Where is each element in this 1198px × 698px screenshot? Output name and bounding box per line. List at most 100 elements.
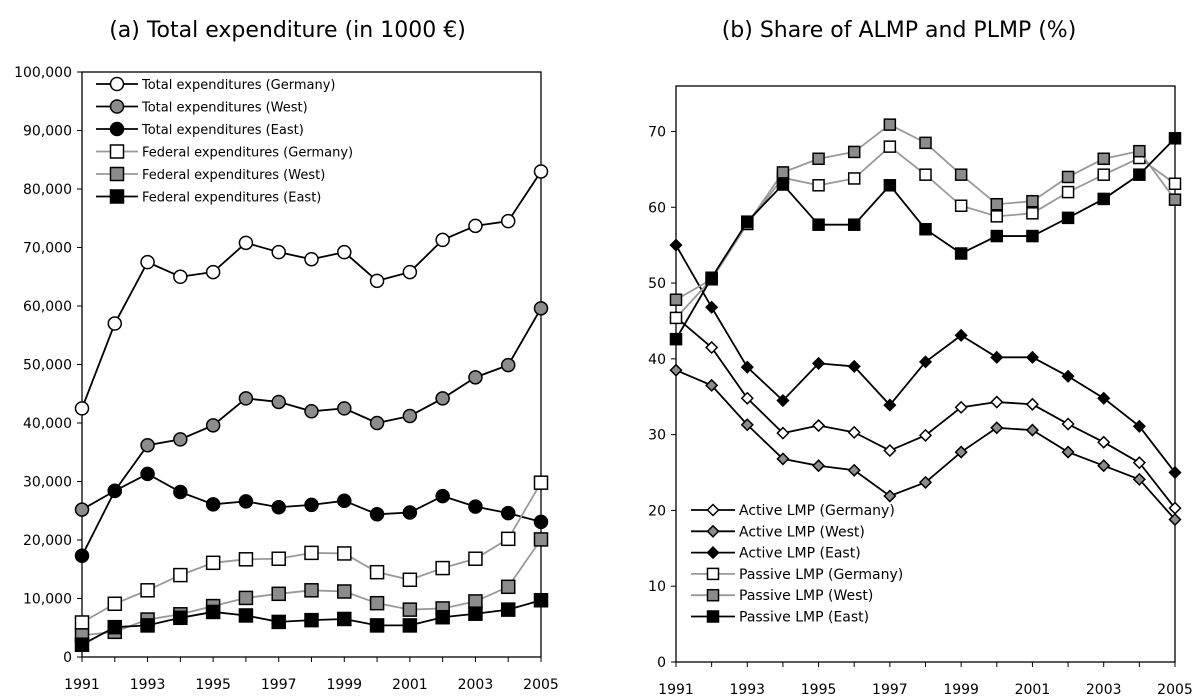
chart-a-data-point xyxy=(304,583,319,598)
chart-b-ytick-label: 0 xyxy=(657,655,666,671)
chart-a-xtick-label: 2005 xyxy=(523,677,559,693)
chart-b-ytick-label: 40 xyxy=(648,352,666,368)
chart-a-data-point xyxy=(402,618,418,633)
chart-a-data-point xyxy=(435,391,450,406)
chart-b-legend-marker xyxy=(706,588,720,602)
chart-a-xtick-label: 2003 xyxy=(458,677,494,693)
chart-b-data-point xyxy=(918,428,933,442)
chart-b-data-point xyxy=(954,400,968,414)
chart-b-data-point xyxy=(847,359,861,373)
chart-b-data-point xyxy=(990,210,1004,223)
chart-a-legend-label: Total expenditures (West) xyxy=(141,101,308,116)
chart-a-data-point xyxy=(533,514,549,530)
chart-a-title: (a) Total expenditure (in 1000 €) xyxy=(109,18,466,43)
chart-a-data-point xyxy=(500,531,516,547)
chart-b-data-point xyxy=(1168,177,1182,191)
chart-b-data-point xyxy=(1097,459,1111,473)
chart-a-data-point xyxy=(533,164,549,179)
chart-a-data-point xyxy=(140,618,155,633)
chart-a-data-point xyxy=(107,596,123,612)
chart-b-data-point xyxy=(883,179,897,192)
chart-b-data-point xyxy=(705,378,719,392)
chart-a-data-point xyxy=(107,619,123,635)
chart-a-data-point xyxy=(468,370,483,385)
chart-a-ytick-label: 100,000 xyxy=(14,65,72,81)
chart-b-data-point xyxy=(1061,211,1075,225)
chart-b-legend-label: Active LMP (East) xyxy=(739,546,861,562)
chart-a-data-point xyxy=(107,483,123,499)
chart-b-data-point xyxy=(1061,445,1075,459)
chart-b-data-point xyxy=(1097,168,1110,181)
chart-b-data-point xyxy=(1168,132,1182,145)
chart-b-data-point xyxy=(954,168,968,181)
chart-b-legend-marker xyxy=(706,610,720,623)
chart-b-legend-label: Passive LMP (Germany) xyxy=(739,567,903,583)
chart-b-data-point xyxy=(812,218,825,231)
chart-a-series-2 xyxy=(74,301,549,517)
chart-b-data-point xyxy=(847,145,861,159)
chart-a-ytick-label: 30,000 xyxy=(23,475,72,491)
chart-a-data-point xyxy=(140,437,155,453)
chart-a-ytick-label: 20,000 xyxy=(23,533,72,549)
chart-a-data-point xyxy=(304,251,319,267)
chart-a-data-point xyxy=(173,484,188,500)
chart-b-data-point xyxy=(812,459,826,473)
chart-a-data-point xyxy=(533,593,549,608)
chart-b-data-point xyxy=(740,418,754,432)
chart-a-ytick-label: 80,000 xyxy=(23,182,72,198)
chart-a-xtick-label: 1997 xyxy=(261,677,297,693)
chart-a-data-point xyxy=(173,567,188,583)
chart-a-data-point xyxy=(337,546,352,561)
chart-a-legend: Total expenditures (Germany) Total expend… xyxy=(96,76,353,206)
chart-a-data-point xyxy=(304,545,319,561)
chart-a-axes: 0 10,000 20,000 30,000 40,000 50,000 60,000 70,… xyxy=(14,65,559,693)
chart-a-data-point xyxy=(304,612,319,628)
chart-a-data-point xyxy=(468,594,483,609)
chart-a-data-point xyxy=(533,475,549,490)
chart-a-data-point xyxy=(533,532,549,547)
chart-a-xtick-label: 1991 xyxy=(64,677,100,693)
chart-a-data-point xyxy=(435,232,450,248)
chart-a-data-point xyxy=(74,401,90,416)
chart-b-data-point xyxy=(918,475,933,489)
chart-a-data-point xyxy=(238,494,254,509)
chart-a-xtick-label: 1993 xyxy=(130,677,166,693)
chart-b-data-point xyxy=(1168,465,1182,480)
chart-b-data-point xyxy=(669,363,683,377)
chart-b-data-point xyxy=(1061,170,1075,184)
chart-b-data-point xyxy=(776,452,790,466)
chart-b-data-point xyxy=(812,152,825,166)
chart-b-data-point xyxy=(669,238,683,252)
chart-b-data-point xyxy=(954,199,968,212)
chart-a-data-point xyxy=(337,584,352,599)
chart-b-series-line xyxy=(675,137,1176,340)
chart-b-data-point xyxy=(705,300,719,314)
chart-b-data-point xyxy=(741,215,754,228)
chart-b-series-2 xyxy=(669,363,1182,527)
chart-a-data-point xyxy=(140,466,155,482)
chart-b-legend: Active LMP (Germany) Active LMP (West) Act… xyxy=(691,503,903,626)
chart-a-data-point xyxy=(500,505,516,521)
chart-a-xtick-label: 1995 xyxy=(195,677,231,693)
chart-b-xtick-label: 1997 xyxy=(872,682,908,698)
chart-a-data-point xyxy=(369,564,385,580)
chart-a-legend-label: Total expenditures (Germany) xyxy=(141,78,336,93)
chart-b-data-point xyxy=(1025,423,1039,437)
chart-a-data-point xyxy=(74,637,90,652)
chart-b-series-3 xyxy=(669,238,1182,480)
chart-a-data-point xyxy=(369,618,385,633)
chart-a-data-point xyxy=(369,415,385,431)
chart-a-data-point xyxy=(369,595,385,611)
chart-b-ytick-label: 20 xyxy=(648,503,666,519)
chart-b-data-point xyxy=(883,118,897,131)
chart-a-legend-label: Federal expenditures (West) xyxy=(142,168,325,183)
chart-a-data-point xyxy=(402,264,418,280)
chart-b-axes: 0 10 20 30 40 50 60 70 1991 1993 1995 1997 1999 2001 2… xyxy=(648,85,1193,698)
chart-a-data-point xyxy=(205,264,221,280)
chart-a-data-point xyxy=(238,235,254,251)
chart-b-data-point xyxy=(705,340,719,355)
chart-b-title: (b) Share of ALMP and PLMP (%) xyxy=(721,18,1077,43)
chart-a-ytick-label: 0 xyxy=(63,650,72,666)
chart-a-data-point xyxy=(238,608,254,623)
chart-b-data-point xyxy=(1097,435,1111,449)
